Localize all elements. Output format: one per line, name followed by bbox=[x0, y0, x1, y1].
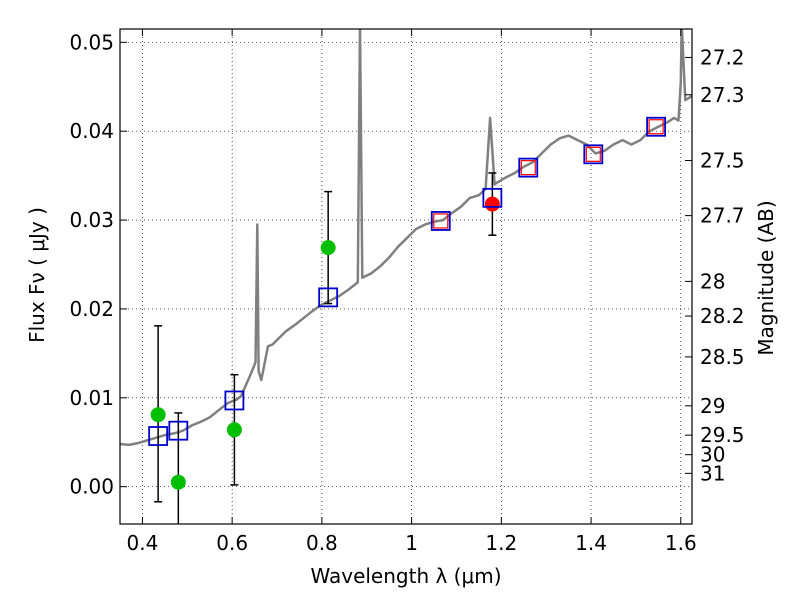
axes: 0.4 0.6 0.8 1 1.2 1.4 1.6 0.00 0.01 0.02 0.03 0.04 0… bbox=[69, 28, 745, 555]
model-square-marker bbox=[482, 187, 503, 208]
mag-tick-label: 29.5 bbox=[700, 423, 745, 447]
y-axis-label: Flux Fν ( μJy ) bbox=[25, 207, 49, 343]
model-square-marker bbox=[148, 426, 169, 446]
mag-tick-label: 28.5 bbox=[700, 345, 745, 369]
data-point bbox=[320, 240, 336, 256]
y-tick-label: 0.03 bbox=[69, 208, 114, 232]
grid-lines bbox=[120, 29, 692, 524]
mag-tick-label: 29 bbox=[700, 394, 725, 418]
x-tick-label: 0.4 bbox=[127, 531, 159, 555]
plot-frame bbox=[119, 28, 693, 525]
mag-tick-label: 28.2 bbox=[700, 304, 745, 328]
model-square-marker bbox=[520, 160, 536, 176]
model-square-marker bbox=[646, 116, 667, 137]
mag-tick-label: 30 bbox=[700, 443, 725, 467]
x-tick-label: 1.2 bbox=[485, 531, 517, 555]
mag-tick-label: 27.5 bbox=[700, 149, 745, 173]
x-tick-label: 1.4 bbox=[575, 531, 607, 555]
model-square-marker bbox=[430, 211, 451, 231]
y-tick-label: 0.02 bbox=[69, 297, 114, 321]
mag-tick-label: 27.3 bbox=[700, 83, 745, 107]
x-axis-label: Wavelength λ (μm) bbox=[310, 564, 501, 588]
data-point bbox=[484, 196, 500, 212]
y-axis-right-label: Magnitude (AB) bbox=[754, 200, 778, 355]
mag-tick-label: 27.2 bbox=[700, 45, 745, 69]
y-tick-label: 0.04 bbox=[69, 119, 114, 143]
x-tick-label: 1.6 bbox=[665, 531, 697, 555]
y-tick-label: 0.05 bbox=[69, 30, 114, 54]
y-tick-label: 0.01 bbox=[69, 386, 114, 410]
model-square-marker bbox=[648, 119, 664, 135]
model-square-marker bbox=[318, 287, 339, 308]
x-tick-label: 0.6 bbox=[216, 531, 248, 555]
model-square-marker bbox=[585, 146, 601, 162]
spectrum-line bbox=[120, 29, 692, 447]
x-tick-label: 1 bbox=[405, 531, 418, 555]
data-point bbox=[226, 422, 242, 438]
model-square-marker bbox=[433, 213, 449, 229]
model-square-marker bbox=[224, 390, 245, 411]
mag-tick-label: 28 bbox=[700, 269, 725, 293]
x-tick-label: 0.8 bbox=[306, 531, 338, 555]
model-square-marker bbox=[168, 420, 189, 441]
y-tick-label: 0.00 bbox=[69, 475, 114, 499]
data-point bbox=[170, 474, 186, 490]
plot-area bbox=[120, 29, 692, 524]
data-point bbox=[150, 407, 166, 423]
model-square-marker bbox=[518, 157, 539, 178]
mag-tick-label: 31 bbox=[700, 461, 725, 485]
model-square-marker bbox=[583, 144, 604, 165]
mag-tick-label: 27.7 bbox=[700, 204, 745, 228]
